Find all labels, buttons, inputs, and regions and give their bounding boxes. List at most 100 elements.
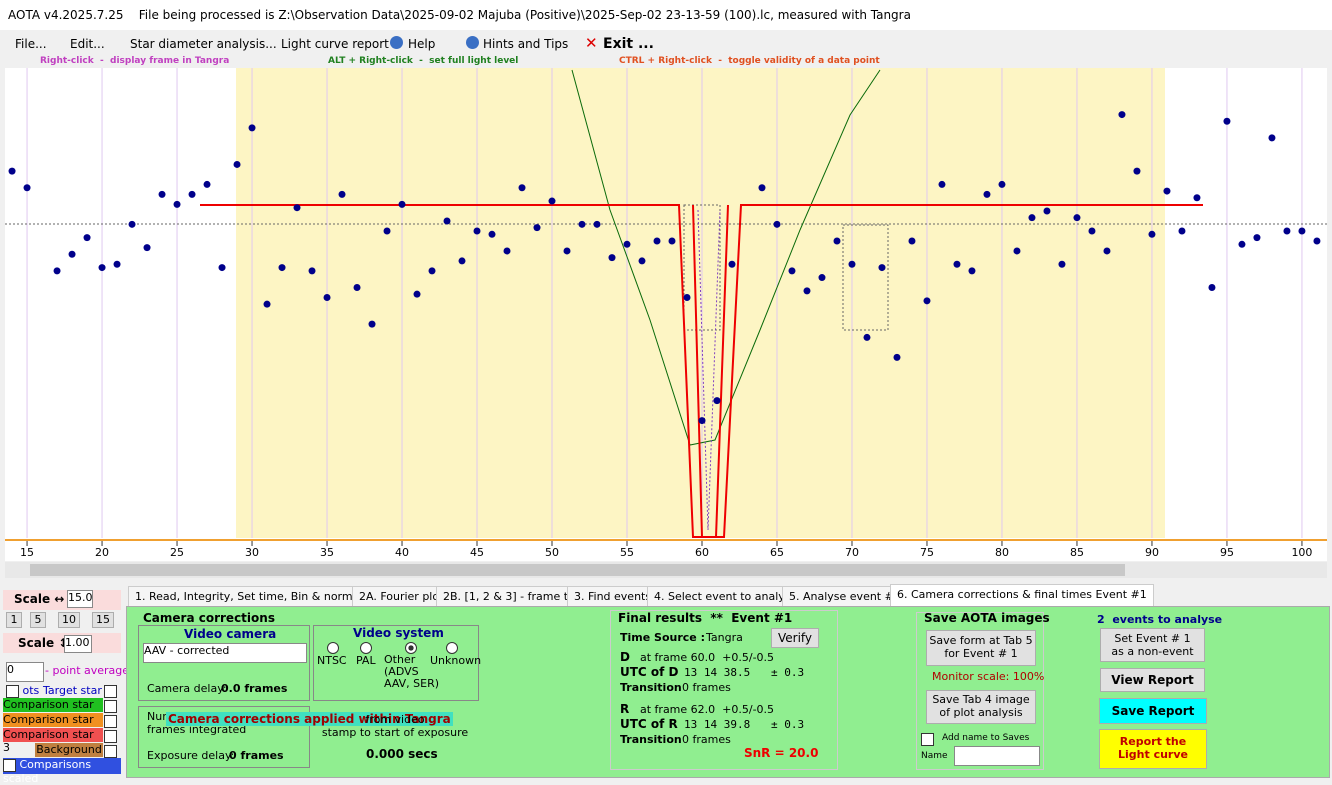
data-point [983,190,991,198]
data-point [728,260,736,268]
value: Tangra [706,631,743,644]
checkbox[interactable] [104,745,117,758]
radio-label[interactable]: PAL [356,654,376,667]
data-point [68,250,76,258]
name-input[interactable] [954,746,1040,766]
radio-label[interactable]: Other (ADVS AAV, SER) [384,653,440,690]
scale-button[interactable]: 5 [30,612,46,628]
radio-label[interactable]: Unknown [430,654,482,667]
value: 0 frames [682,733,731,746]
group-title: Video system [353,626,444,640]
menu-item[interactable]: Hints and Tips [483,37,569,51]
data-point [758,184,766,192]
comp2-label: Comparison star 2 [3,713,103,739]
save-form-button[interactable]: Save form at Tab 5 for Event # 1 [926,630,1036,666]
tab[interactable]: 2A. Fourier plot [352,586,451,606]
scale-button[interactable]: 15 [92,612,114,628]
menu-item[interactable]: File... [15,37,47,51]
data-point [1073,214,1081,222]
group-title: Video camera [184,627,277,641]
data-point [668,237,676,245]
group [313,625,479,701]
comp3-label: Comparison star 3 [3,728,103,754]
data-point [1313,237,1321,245]
scaled-label: Comparisons scaled [3,758,92,785]
view-report-button[interactable]: View Report [1100,668,1205,692]
radio[interactable] [405,642,417,654]
save-report-button[interactable]: Save Report [1099,698,1207,724]
non-event-button[interactable]: Set Event # 1 as a non-event [1100,628,1205,662]
label: R [620,702,630,716]
x-tick-label: 60 [695,546,709,559]
label: UTC of D [620,665,679,679]
x-tick-label: 95 [1220,546,1234,559]
report-lc-button[interactable]: Report the Light curve [1099,729,1207,769]
scale-input[interactable]: 1.00 [64,635,92,653]
checkbox[interactable] [104,730,117,743]
hint: ALT + Right-click - set full light level [328,56,519,66]
radio[interactable] [327,642,339,654]
verify-button[interactable]: Verify [771,628,819,648]
data-point [863,333,871,341]
checkbox[interactable] [6,684,19,698]
tab[interactable]: 1. Read, Integrity, Set time, Bin & norm… [128,586,385,606]
avg-select[interactable]: 0 [6,662,44,682]
value: ± 0.3 [771,666,805,679]
data-point [353,284,361,292]
data-point [1178,227,1186,235]
overlay-note: Camera corrections applied within Tangra [166,712,453,726]
group [610,610,838,770]
model-mid [697,209,721,531]
tab[interactable]: 3. Find events [567,586,659,606]
data-point [578,220,586,228]
events-count: 2 events to analyse [1097,613,1223,626]
data-point [143,244,151,252]
save-tab4-button[interactable]: Save Tab 4 image of plot analysis [926,690,1036,724]
menu-item[interactable]: Light curve report [281,37,389,51]
group [138,625,310,701]
label: D [620,650,630,664]
data-point [623,240,631,248]
menu-item[interactable]: Help [408,37,436,51]
checkbox[interactable] [104,700,117,713]
data-point [1088,227,1096,235]
radio-label[interactable]: NTSC [317,654,347,667]
menu-item[interactable]: Star diameter analysis... [130,37,277,51]
data-point [368,320,376,328]
data-point [128,220,136,228]
radio[interactable] [360,642,372,654]
radio[interactable] [446,642,458,654]
data-point [338,190,346,198]
scale-button[interactable]: 1 [6,612,22,628]
plots-label: ots [22,684,40,697]
grid [26,68,1303,538]
scale-input[interactable]: 15.0 [67,590,93,608]
checkbox[interactable] [104,685,117,698]
checkbox[interactable] [921,733,934,746]
data-point [503,247,511,255]
checkbox[interactable] [104,715,117,728]
data-point [518,184,526,192]
value: 0 frames [682,681,731,694]
help-icon [390,36,403,49]
data-point [968,267,976,275]
camera-select[interactable]: AAV - corrected [143,643,307,663]
x-tick-label: 80 [995,546,1009,559]
tab[interactable]: 5. Analyse event #1 [782,586,908,606]
data-point [113,260,121,268]
data-point [1238,240,1246,248]
checkbox[interactable] [3,758,16,772]
search-box [683,204,721,331]
tab[interactable]: 4. Select event to analyse [647,586,805,606]
scroll-thumb[interactable] [30,564,1125,576]
menu-item[interactable]: Exit ... [603,36,654,52]
tab[interactable]: 2B. [1, 2 & 3] - frame test [436,586,592,606]
tab-active[interactable]: 6. Camera corrections & final times Even… [890,584,1154,606]
data-point [263,300,271,308]
menu-item[interactable]: Edit... [70,37,105,51]
data-point [278,264,286,272]
data-point [1013,247,1021,255]
scale-button[interactable]: 10 [58,612,80,628]
data-point [953,260,961,268]
data-point [1163,187,1171,195]
